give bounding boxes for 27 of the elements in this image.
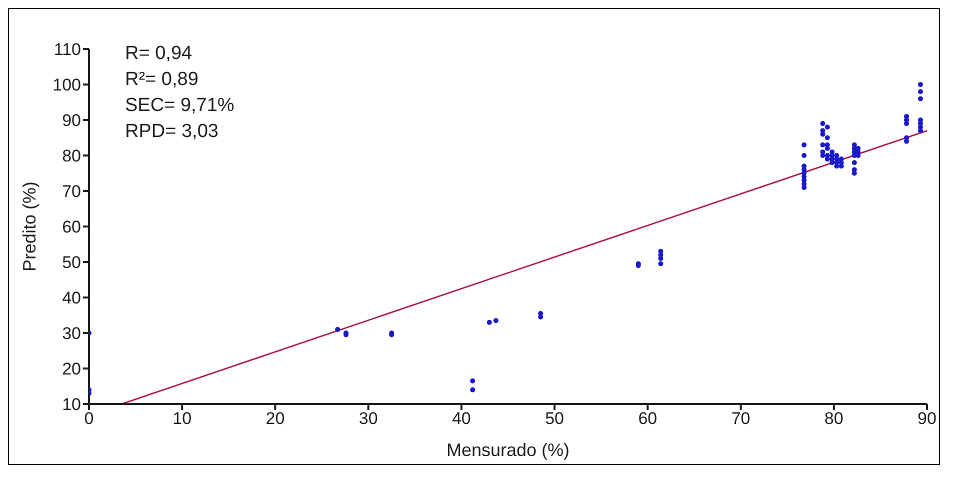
annotation: R²= 0,89 [125, 69, 198, 90]
x-tick-label: 10 [172, 409, 192, 428]
y-axis-title: Predito (%) [19, 181, 40, 272]
x-tick-label: 20 [266, 409, 285, 428]
annotation: R= 0,94 [125, 43, 193, 64]
y-tick-label: 50 [62, 253, 81, 272]
x-tick-label: 90 [918, 409, 936, 428]
x-tick-label: 50 [545, 409, 564, 428]
x-axis-title: Mensurado (%) [446, 440, 570, 460]
y-tick-label: 10 [62, 395, 81, 414]
y-tick-label: 60 [62, 218, 81, 237]
y-tick-label: 40 [62, 288, 81, 308]
annotation: RPD= 3,03 [125, 121, 218, 142]
x-tick-label: 70 [731, 409, 750, 428]
x-tick-label: 0 [84, 409, 94, 428]
y-tick-label: 100 [52, 76, 81, 95]
y-tick-label: 20 [62, 360, 81, 379]
x-tick-label: 40 [452, 409, 471, 428]
y-tick-label: 70 [62, 182, 81, 202]
y-tick-label: 30 [62, 324, 81, 344]
y-tick-label: 80 [62, 146, 81, 166]
y-tick-label: 90 [62, 111, 81, 130]
x-tick-label: 60 [638, 409, 658, 428]
y-tick-label: 110 [54, 40, 81, 60]
annotation: SEC= 9,71% [125, 95, 234, 116]
x-tick-label: 80 [824, 409, 844, 428]
x-tick-label: 30 [358, 409, 378, 428]
